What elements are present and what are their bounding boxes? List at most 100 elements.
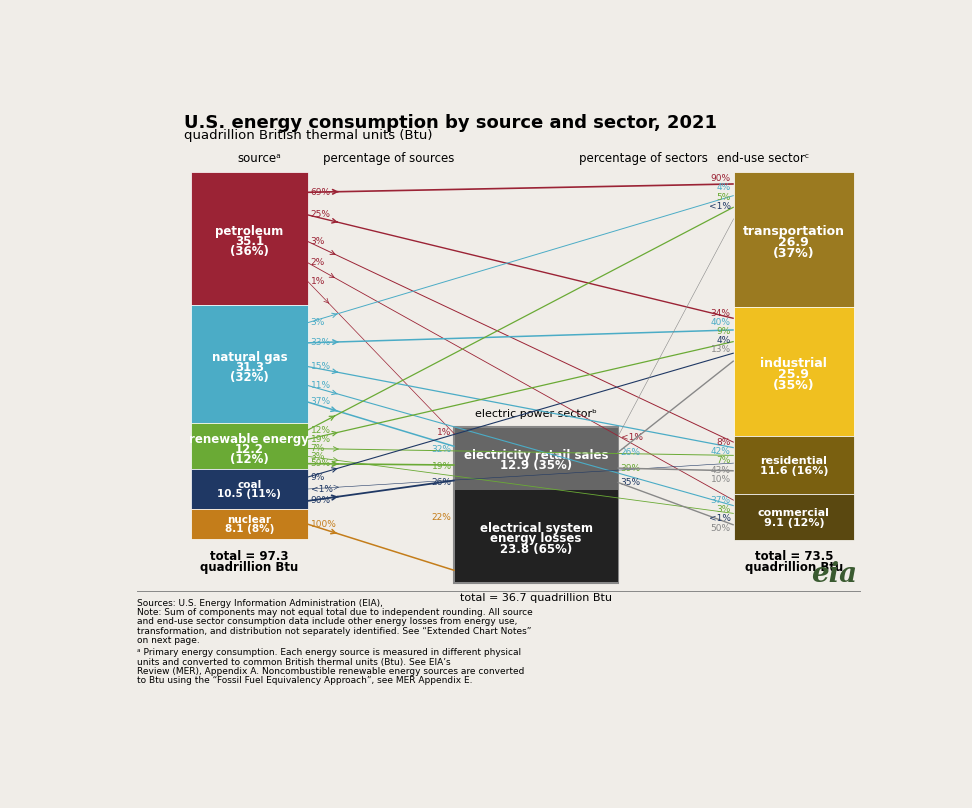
Text: to Btu using the “Fossil Fuel Equivalency Approach”, see MER Appendix E.: to Btu using the “Fossil Fuel Equivalenc…	[137, 676, 472, 685]
Text: 4%: 4%	[716, 183, 731, 192]
Text: transportation: transportation	[743, 225, 845, 238]
Text: renewable energy: renewable energy	[190, 433, 309, 446]
Text: energy losses: energy losses	[491, 532, 582, 545]
Text: 40%: 40%	[711, 318, 731, 326]
Text: 90%: 90%	[711, 174, 731, 183]
Text: (35%): (35%)	[773, 379, 815, 392]
Text: commercial: commercial	[758, 508, 830, 518]
Text: petroleum: petroleum	[215, 225, 284, 238]
Text: coal: coal	[237, 480, 261, 490]
Text: 3%: 3%	[311, 452, 325, 461]
Text: U.S. energy consumption by source and sector, 2021: U.S. energy consumption by source and se…	[184, 114, 716, 132]
Text: percentage of sources: percentage of sources	[323, 152, 454, 165]
Text: units and converted to common British thermal units (Btu). See EIA’s: units and converted to common British th…	[137, 658, 454, 667]
Text: 22%: 22%	[432, 513, 452, 522]
Text: eia: eia	[812, 561, 857, 588]
Text: 10.5 (11%): 10.5 (11%)	[218, 490, 281, 499]
Text: 8%: 8%	[716, 438, 731, 447]
Text: 2%: 2%	[311, 258, 325, 267]
Bar	[454, 427, 618, 583]
Bar	[455, 490, 617, 582]
Text: industrial: industrial	[760, 357, 827, 370]
Text: 23.8 (65%): 23.8 (65%)	[500, 543, 573, 556]
Text: sourceᵃ: sourceᵃ	[238, 152, 282, 165]
Text: 9.1 (12%): 9.1 (12%)	[763, 518, 824, 528]
Text: total = 73.5: total = 73.5	[754, 550, 833, 563]
Bar	[734, 436, 853, 494]
Text: 3%: 3%	[716, 505, 731, 514]
Text: 39%: 39%	[620, 464, 641, 473]
Text: <1%: <1%	[709, 202, 731, 211]
Text: 13%: 13%	[711, 346, 731, 355]
Bar	[191, 423, 307, 469]
Text: transformation, and distribution not separately identified. See “Extended Chart : transformation, and distribution not sep…	[137, 627, 532, 636]
Text: Note: Sum of components may not equal total due to independent rounding. All sou: Note: Sum of components may not equal to…	[137, 608, 533, 617]
Bar	[191, 469, 307, 509]
Text: electric power sectorᵇ: electric power sectorᵇ	[475, 409, 597, 419]
Text: 19%: 19%	[311, 435, 330, 444]
Text: 1%: 1%	[437, 428, 452, 437]
Text: 3%: 3%	[311, 318, 325, 327]
Text: 7%: 7%	[311, 444, 325, 453]
Text: quadrillion Btu: quadrillion Btu	[200, 561, 298, 574]
Bar	[191, 172, 307, 305]
Bar	[734, 494, 853, 540]
Text: 43%: 43%	[711, 465, 731, 474]
Text: 11%: 11%	[311, 381, 330, 390]
Text: electricity retail sales: electricity retail sales	[464, 448, 608, 461]
Bar	[734, 172, 853, 307]
Text: <1%: <1%	[620, 433, 642, 442]
Text: 26.9: 26.9	[779, 236, 809, 249]
Text: 69%: 69%	[311, 187, 330, 197]
Text: residential: residential	[760, 457, 827, 466]
Text: (12%): (12%)	[230, 452, 268, 466]
Text: 9%: 9%	[716, 327, 731, 336]
Text: 37%: 37%	[311, 398, 330, 406]
Text: nuclear: nuclear	[227, 516, 271, 525]
Text: 5%: 5%	[716, 192, 731, 201]
Bar	[734, 307, 853, 436]
Text: 59%: 59%	[311, 459, 330, 468]
Text: on next page.: on next page.	[137, 636, 200, 645]
Text: 8.1 (8%): 8.1 (8%)	[225, 524, 274, 534]
Text: percentage of sectors: percentage of sectors	[578, 152, 708, 165]
Text: 9%: 9%	[311, 473, 325, 482]
Text: 33%: 33%	[311, 339, 330, 347]
Text: 11.6 (16%): 11.6 (16%)	[759, 466, 828, 476]
Text: Sources: U.S. Energy Information Administration (EIA),: Sources: U.S. Energy Information Adminis…	[137, 599, 386, 608]
Text: total = 97.3: total = 97.3	[210, 550, 289, 563]
Text: 26%: 26%	[620, 448, 641, 457]
Text: (37%): (37%)	[773, 247, 815, 260]
Text: 31.3: 31.3	[235, 360, 263, 374]
Text: 26%: 26%	[432, 478, 452, 486]
Text: 37%: 37%	[711, 496, 731, 505]
Text: (36%): (36%)	[230, 246, 269, 259]
Bar	[191, 509, 307, 540]
Text: 35%: 35%	[620, 478, 641, 486]
Text: 32%: 32%	[432, 445, 452, 454]
Text: 7%: 7%	[716, 457, 731, 465]
Text: 10%: 10%	[711, 475, 731, 484]
Text: 25.9: 25.9	[779, 368, 810, 381]
Bar	[191, 305, 307, 423]
Text: total = 36.7 quadrillion Btu: total = 36.7 quadrillion Btu	[460, 593, 612, 603]
Text: 90%: 90%	[311, 496, 330, 506]
Text: end-use sectorᶜ: end-use sectorᶜ	[717, 152, 810, 165]
Text: 35.1: 35.1	[235, 235, 264, 248]
Text: 12.2: 12.2	[235, 443, 263, 456]
Bar	[455, 428, 617, 490]
Text: 1%: 1%	[311, 276, 325, 286]
Text: natural gas: natural gas	[212, 351, 287, 364]
Text: 25%: 25%	[311, 210, 330, 219]
Text: 15%: 15%	[311, 362, 330, 371]
Text: 34%: 34%	[711, 309, 731, 318]
Text: 50%: 50%	[711, 524, 731, 532]
Text: <1%: <1%	[311, 485, 332, 494]
Text: <1%: <1%	[709, 515, 731, 524]
Text: 4%: 4%	[716, 336, 731, 345]
Text: electrical system: electrical system	[479, 522, 593, 535]
Text: 12%: 12%	[311, 426, 330, 435]
Text: 42%: 42%	[711, 447, 731, 456]
Text: Review (MER), Appendix A. Noncombustible renewable energy sources are converted: Review (MER), Appendix A. Noncombustible…	[137, 667, 524, 675]
Text: ᵃ Primary energy consumption. Each energy source is measured in different physic: ᵃ Primary energy consumption. Each energ…	[137, 648, 521, 657]
